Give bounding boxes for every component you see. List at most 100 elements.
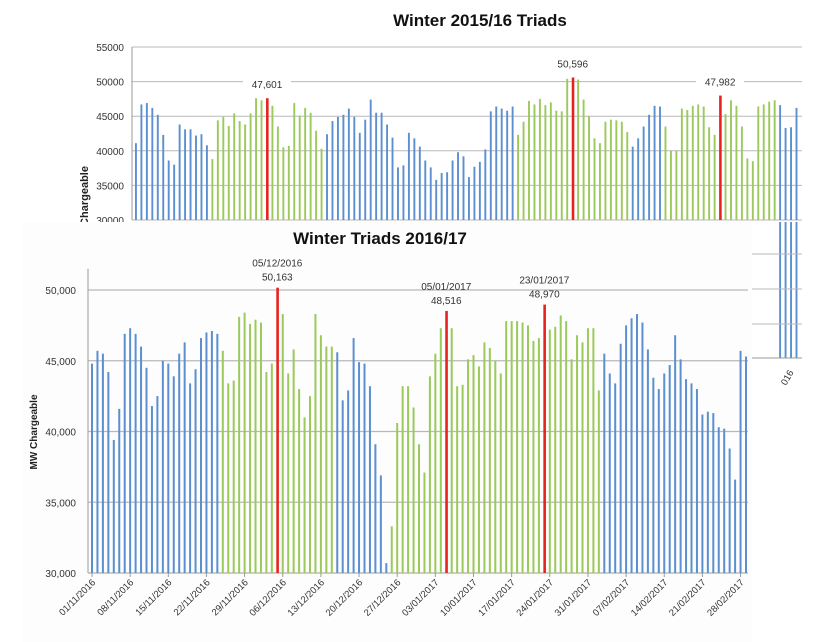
bar: [428, 376, 431, 573]
bar: [326, 134, 328, 220]
bar: [669, 150, 672, 220]
bar: [353, 116, 356, 220]
bar: [368, 386, 371, 573]
bar: [521, 322, 524, 573]
bar: [309, 112, 312, 220]
bar: [795, 222, 798, 358]
bar: [626, 132, 629, 220]
bar: [162, 134, 165, 220]
bar: [216, 333, 219, 573]
x-tick-label: 31/01/2017: [553, 577, 594, 618]
bar: [790, 222, 792, 358]
bar: [506, 110, 509, 220]
bar: [347, 108, 350, 220]
triad-value-label: 50,596: [557, 59, 588, 70]
bar: [205, 332, 208, 573]
label-bg: [696, 74, 745, 90]
bar: [401, 386, 404, 573]
bar: [723, 428, 726, 573]
bar: [221, 350, 224, 573]
bar: [619, 343, 622, 573]
bar: [178, 353, 181, 573]
bar: [315, 130, 318, 220]
bar: [287, 373, 290, 573]
bar: [271, 105, 274, 220]
bar: [468, 177, 470, 220]
bar: [697, 104, 700, 220]
bar: [734, 479, 737, 573]
bar: [243, 312, 246, 573]
bar: [434, 353, 437, 573]
triad-bar: [719, 95, 722, 220]
bar: [489, 111, 492, 220]
bar: [685, 379, 688, 573]
bar: [751, 161, 754, 220]
bar: [140, 346, 143, 573]
x-tick-label: 06/12/2016: [247, 577, 288, 618]
bar: [608, 373, 611, 573]
bar: [461, 384, 464, 573]
bar: [375, 112, 378, 220]
bar: [773, 100, 776, 220]
bar: [657, 389, 660, 573]
chart-winter-2015-16: Winter 2015/16 Triads 55000 50000 45000 400…: [79, 11, 802, 227]
bar: [145, 367, 148, 573]
bar: [691, 105, 694, 220]
bar: [222, 116, 225, 220]
bar: [740, 126, 743, 220]
bar: [135, 143, 137, 220]
bar: [189, 129, 192, 220]
triad-date-label: 05/01/2017: [421, 282, 471, 293]
bar: [183, 342, 186, 573]
bar: [336, 116, 339, 220]
bar: [140, 104, 143, 220]
bar: [636, 314, 638, 573]
bar: [167, 363, 170, 573]
bar: [156, 114, 159, 220]
x-tick-label: 22/11/2016: [172, 577, 213, 618]
bar: [477, 366, 480, 573]
y-axis-label: Chargeable: [79, 166, 91, 226]
bar: [548, 329, 551, 573]
bar: [478, 161, 481, 220]
bar: [200, 134, 203, 220]
bar: [457, 152, 459, 220]
bar: [358, 362, 361, 573]
bar: [620, 121, 623, 220]
triad-bar: [543, 304, 546, 573]
bar: [358, 132, 361, 220]
bar: [364, 119, 367, 220]
x-tick-label: 016: [779, 368, 796, 387]
y-tick-label: 50000: [96, 78, 124, 89]
chart-title: Winter 2015/16 Triads: [393, 11, 567, 30]
x-tick-label: 28/02/2017: [705, 577, 746, 618]
bar: [565, 321, 568, 573]
bar: [642, 126, 645, 220]
bar: [505, 321, 508, 573]
bar: [336, 352, 339, 573]
bar: [495, 106, 498, 220]
x-tick-label: 01/11/2016: [57, 577, 98, 618]
bar: [435, 179, 438, 220]
bar: [538, 98, 541, 220]
bar: [735, 105, 738, 220]
bar: [123, 333, 126, 573]
bar: [560, 111, 563, 220]
bar: [576, 335, 579, 573]
bar: [390, 526, 393, 573]
bar: [255, 98, 257, 220]
bar: [708, 127, 711, 220]
bar: [129, 328, 132, 573]
bar: [446, 172, 449, 220]
bar: [189, 383, 192, 573]
triad-value-label: 48,516: [431, 296, 462, 307]
bar: [298, 115, 301, 220]
bar: [440, 172, 443, 220]
bar: [379, 475, 382, 573]
bar: [686, 109, 689, 220]
bar: [238, 121, 241, 220]
bar: [276, 126, 279, 220]
bar: [510, 321, 513, 573]
y-tick-label: 45,000: [45, 357, 76, 368]
